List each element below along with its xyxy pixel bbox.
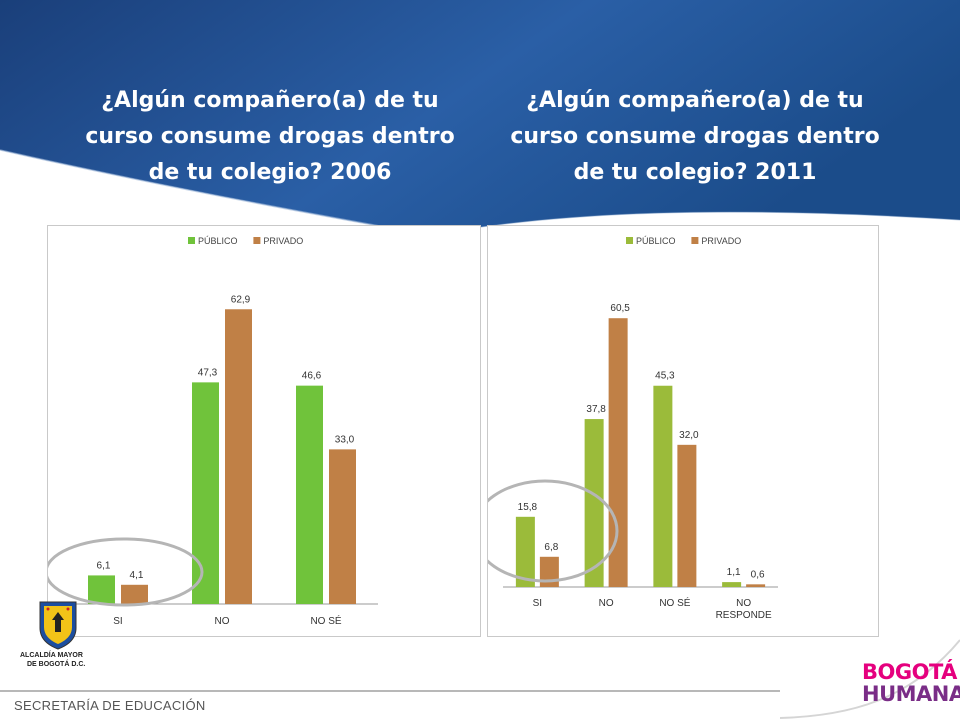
bar-no-privado bbox=[608, 318, 628, 587]
legend-label-privado: PRIVADO bbox=[263, 236, 303, 246]
bar-no-s-p-blico bbox=[653, 385, 673, 587]
data-label-no-s-p-blico: 45,3 bbox=[655, 371, 675, 382]
chart-title-2006: ¿Algún compañero(a) de tu curso consume … bbox=[85, 88, 455, 185]
bar-no-s-privado bbox=[677, 444, 697, 587]
data-label-no-p-blico: 37,8 bbox=[586, 404, 606, 415]
chart-0-svg: PÚBLICO PRIVADO 6,1 4,1 SI 47,3 62,9 NO 46,6 33,0… bbox=[48, 236, 378, 627]
legend-swatch-p-blico bbox=[188, 237, 195, 244]
bar-si-p-blico bbox=[515, 516, 535, 587]
data-label-no-p-blico: 47,3 bbox=[198, 367, 218, 378]
data-label-no-privado: 60,5 bbox=[610, 303, 630, 314]
tick-label-no-responde: NO bbox=[736, 598, 751, 609]
data-label-no-s-p-blico: 46,6 bbox=[302, 371, 322, 382]
tick-label-no: NO bbox=[599, 598, 614, 609]
legend-swatch-p-blico bbox=[626, 237, 633, 244]
chart-1-svg: PÚBLICO PRIVADO 15,8 6,8 SI 37,8 60,5 NO 45,3 32,… bbox=[488, 236, 778, 621]
data-label-no-s-privado: 33,0 bbox=[335, 434, 355, 445]
bar-si-p-blico bbox=[88, 575, 115, 604]
corner-curve-decoration bbox=[780, 639, 960, 719]
chart-title-2011: ¿Algún compañero(a) de tu curso consume … bbox=[510, 88, 880, 185]
data-label-si-p-blico: 6,1 bbox=[97, 560, 111, 571]
footer-divider bbox=[0, 690, 780, 692]
tick-label-no-s: NO SÉ bbox=[310, 614, 341, 627]
tick-label-no: NO bbox=[215, 616, 230, 627]
data-label-si-privado: 4,1 bbox=[130, 570, 144, 581]
highlight-circle-si bbox=[48, 537, 204, 607]
data-label-no-responde-privado: 0,6 bbox=[751, 569, 765, 580]
legend-swatch-privado bbox=[691, 237, 699, 244]
logo-text-line-1: ALCALDÍA MAYOR bbox=[20, 652, 83, 659]
legend-label-p-blico: PÚBLICO bbox=[198, 236, 238, 246]
legend-label-privado: PRIVADO bbox=[701, 236, 741, 246]
bar-no-s-privado bbox=[329, 449, 356, 604]
data-label-no-privado: 62,9 bbox=[231, 294, 251, 305]
highlight-circle-si bbox=[488, 479, 619, 583]
header-background bbox=[0, 0, 960, 236]
bar-no-s-p-blico bbox=[296, 385, 323, 604]
tick-label-no-responde-line2: RESPONDE bbox=[716, 610, 772, 621]
bar-no-responde-p-blico bbox=[722, 582, 742, 587]
bogota-coat-of-arms-logo bbox=[39, 601, 77, 650]
brand-logo-bogota: BOGOTÁ bbox=[862, 660, 957, 684]
tick-label-si: SI bbox=[113, 616, 122, 627]
data-label-si-privado: 6,8 bbox=[544, 542, 558, 553]
bar-no-p-blico bbox=[192, 382, 219, 604]
chart-2006: PÚBLICO PRIVADO 6,1 4,1 SI 47,3 62,9 NO 46,6 33,0… bbox=[47, 225, 481, 637]
data-label-no-s-privado: 32,0 bbox=[679, 430, 699, 441]
brand-logo-humana: HUMANA bbox=[862, 682, 960, 706]
data-label-si-p-blico: 15,8 bbox=[518, 502, 538, 513]
bar-no-privado bbox=[225, 309, 252, 604]
legend-swatch-privado bbox=[253, 237, 261, 244]
chart-2011: PÚBLICO PRIVADO 15,8 6,8 SI 37,8 60,5 NO 45,3 32,… bbox=[487, 225, 879, 637]
logo-text-line-2: DE BOGOTÁ D.C. bbox=[27, 661, 86, 668]
legend-label-p-blico: PÚBLICO bbox=[636, 236, 676, 246]
tick-label-no-s: NO SÉ bbox=[659, 596, 690, 609]
bar-no-responde-privado bbox=[746, 584, 766, 587]
tick-label-si: SI bbox=[533, 598, 542, 609]
data-label-no-responde-p-blico: 1,1 bbox=[727, 567, 741, 578]
bar-no-p-blico bbox=[584, 419, 604, 587]
footer-department: SECRETARÍA DE EDUCACIÓN bbox=[14, 698, 206, 713]
bar-si-privado bbox=[121, 584, 148, 604]
